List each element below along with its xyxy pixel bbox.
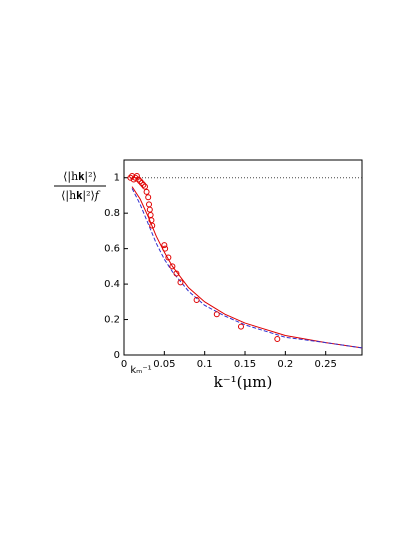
y-tick-label: 1 <box>114 173 120 184</box>
x-tick-label: 0.05 <box>153 359 175 370</box>
annotation: kₘ⁻¹ <box>130 365 151 376</box>
point <box>147 211 154 218</box>
point <box>274 336 281 343</box>
point <box>161 242 168 249</box>
plot-frame <box>123 159 363 356</box>
curve <box>131 188 363 349</box>
point <box>146 206 153 213</box>
x-tick-label: 0.25 <box>315 359 337 370</box>
point <box>135 176 142 183</box>
point <box>173 270 180 277</box>
point <box>138 180 145 187</box>
point <box>146 201 153 208</box>
y-tick-label: 0.4 <box>104 279 120 290</box>
point <box>145 194 152 201</box>
point <box>237 323 244 330</box>
y-label-numerator: ⟨|h𝐤|²⟩ <box>63 170 97 184</box>
y-tick-label: 0.2 <box>104 315 120 326</box>
point <box>133 172 140 179</box>
x-tick-label: 0.2 <box>277 359 293 370</box>
y-tick-label: 0.6 <box>104 244 120 255</box>
point <box>213 311 220 318</box>
point <box>162 245 169 252</box>
y-tick-label: 0.8 <box>104 208 120 219</box>
point <box>149 222 156 229</box>
curve <box>131 186 363 349</box>
y-label-denominator: ⟨|h𝐤|²⟩𝑓 <box>61 189 101 203</box>
x-tick-label: 0.15 <box>234 359 256 370</box>
point <box>193 297 200 304</box>
point <box>132 174 139 181</box>
point <box>169 263 176 270</box>
point <box>140 181 147 188</box>
point <box>143 188 150 195</box>
y-tick-label: 0 <box>114 350 120 361</box>
point <box>165 254 172 261</box>
x-tick-label: 0.1 <box>197 359 213 370</box>
point <box>141 183 148 190</box>
point <box>177 279 184 286</box>
point <box>137 178 144 185</box>
x-label: k⁻¹(μm) <box>214 373 273 391</box>
x-tick-label: 0 <box>121 359 127 370</box>
